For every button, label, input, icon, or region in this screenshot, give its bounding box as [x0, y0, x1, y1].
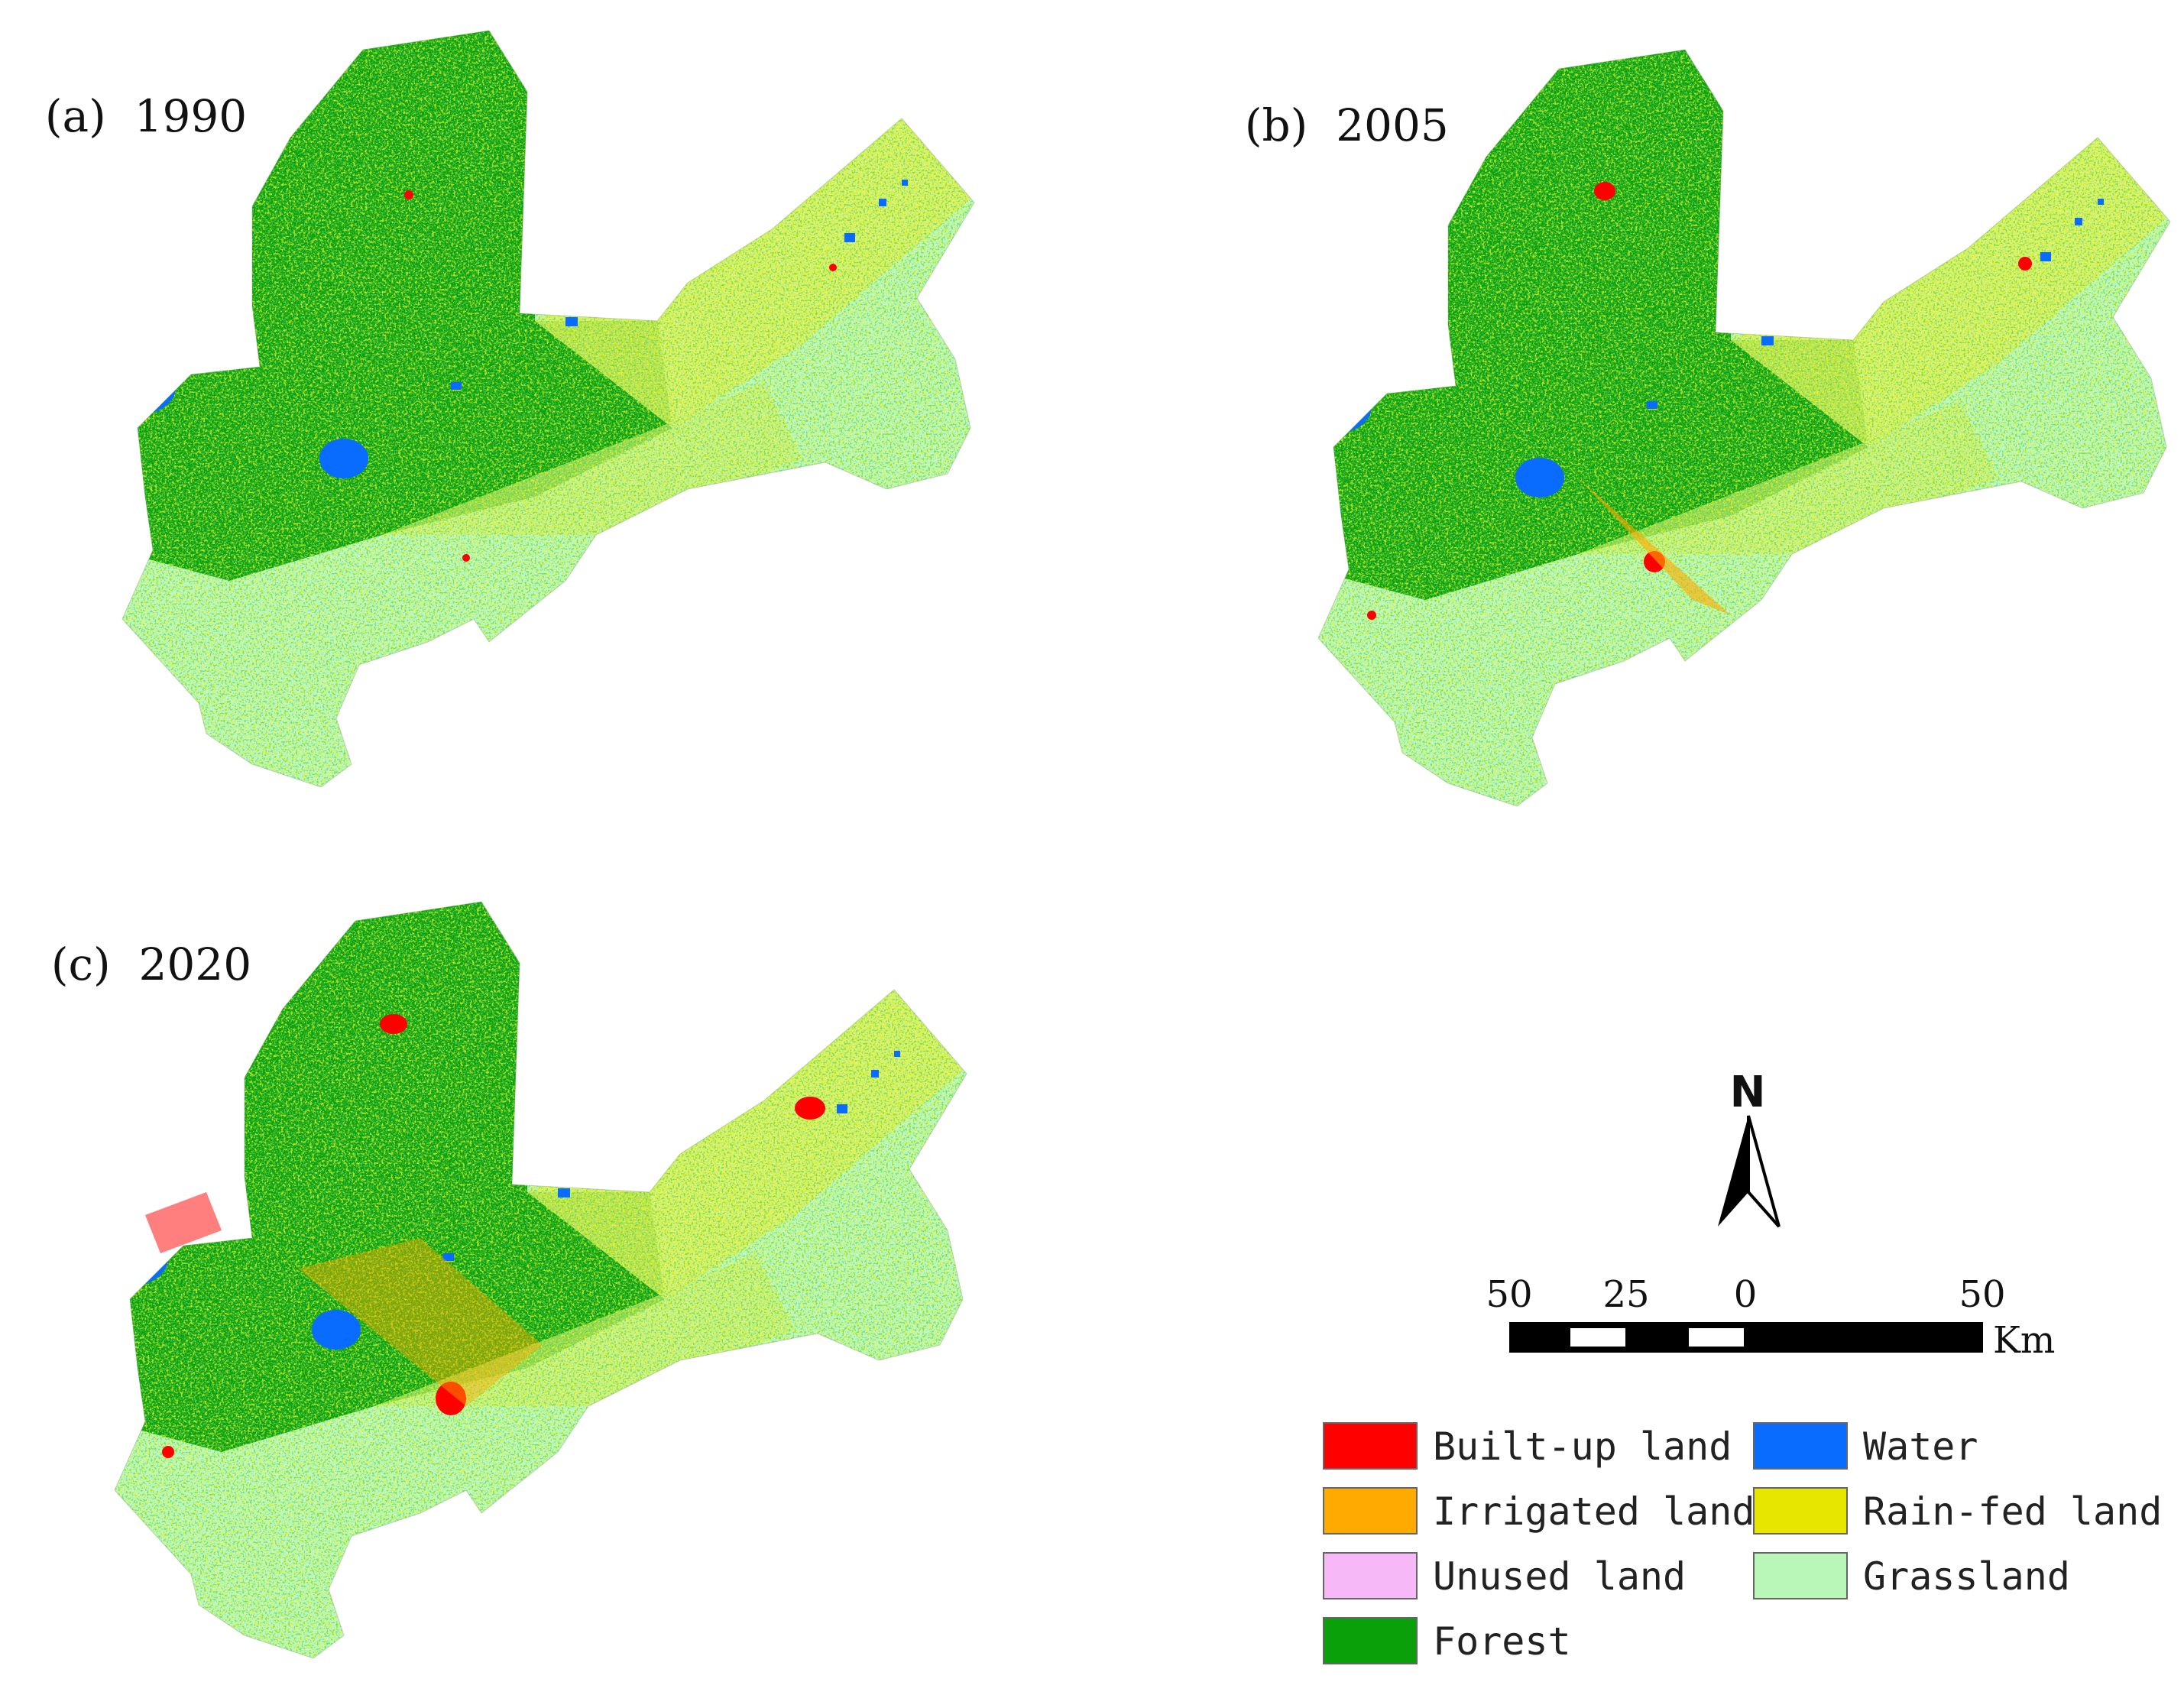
legend-swatch-water	[1753, 1422, 1848, 1470]
panel-year: 2020	[138, 938, 252, 990]
map-2005	[1196, 19, 2184, 822]
legend-swatch-unused	[1323, 1552, 1418, 1599]
north-arrow: N	[1718, 1068, 1781, 1228]
map-2020	[0, 871, 986, 1674]
north-label: N	[1730, 1068, 1766, 1117]
legend-swatch-rainfed	[1753, 1487, 1848, 1535]
panel-year: 1990	[134, 90, 248, 142]
legend-label-unused: Unused land	[1433, 1554, 1686, 1599]
legend-label-water: Water	[1863, 1424, 1978, 1469]
legend-swatch-irrigated	[1323, 1487, 1418, 1535]
scale-tick-label: 25	[1602, 1273, 1649, 1316]
scale-tick-label: 50	[1486, 1273, 1532, 1316]
legend-swatch-builtup	[1323, 1422, 1418, 1470]
north-arrow-right-half	[1747, 1115, 1781, 1228]
legend-label-rainfed: Rain-fed land	[1863, 1489, 2162, 1534]
north-arrow-left-half	[1718, 1116, 1748, 1227]
legend-label-irrigated: Irrigated land	[1433, 1489, 1755, 1534]
legend-swatch-forest	[1323, 1617, 1418, 1664]
scale-tick-label: 0	[1734, 1273, 1758, 1316]
panel-letter: (c)	[50, 938, 111, 990]
scale-tick-label: 50	[1959, 1273, 2005, 1316]
panel-letter: (a)	[44, 90, 106, 142]
panel-year: 2005	[1336, 99, 1449, 151]
scale-bar: 50 25 0 50 Km	[1486, 1273, 2055, 1362]
panel-label-b: (b) 2005	[1217, 47, 1449, 151]
legend-swatch-grassland	[1753, 1552, 1848, 1599]
panel-letter: (b)	[1244, 99, 1308, 151]
legend: Built-up land Water Irrigated land Rain-…	[1323, 1422, 2162, 1664]
map-1990	[0, 0, 993, 802]
panel-label-a: (a) 1990	[17, 38, 247, 142]
panel-label-c: (c) 2020	[23, 886, 251, 990]
legend-label-builtup: Built-up land	[1433, 1424, 1732, 1469]
scale-unit: Km	[1993, 1319, 2055, 1362]
legend-label-grassland: Grassland	[1863, 1554, 2070, 1599]
legend-label-forest: Forest	[1433, 1619, 1571, 1664]
